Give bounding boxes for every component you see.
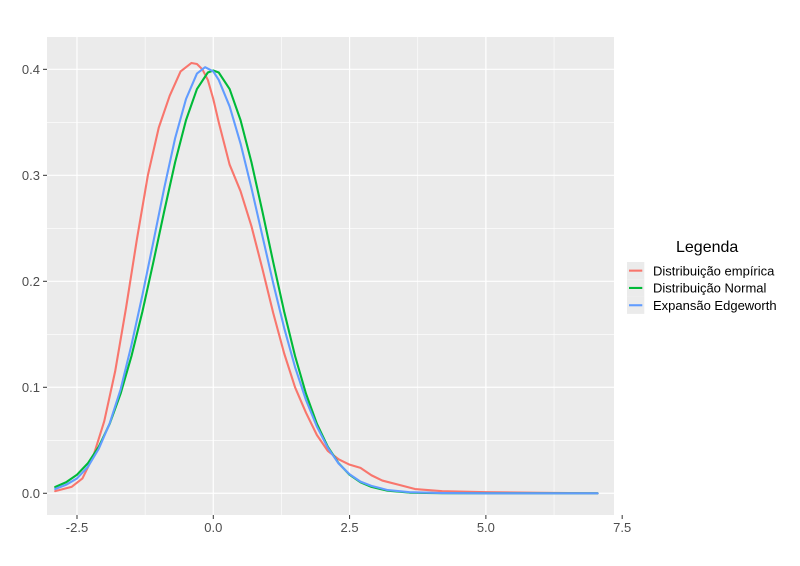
series-line-1 <box>54 61 599 495</box>
series-line-3 <box>54 66 599 495</box>
legend-label: Distribuição Normal <box>653 281 767 296</box>
y-tick-label: 0.3 <box>22 168 40 183</box>
legend-items: Distribuição empírica Distribuição Normal… <box>627 262 777 314</box>
x-tick-label: 0.0 <box>204 520 222 535</box>
y-axis: 0.0 0.1 0.2 0.3 0.4 <box>22 62 47 501</box>
x-tick-label: 5.0 <box>477 520 495 535</box>
x-tick-label: 2.5 <box>341 520 359 535</box>
x-tick-label: -2.5 <box>66 520 88 535</box>
legend: Legenda Distribuição empíricaDistribuiçã… <box>627 239 777 314</box>
series-lines <box>54 61 599 495</box>
y-tick-label: 0.2 <box>22 274 40 289</box>
x-axis: -2.5 0.0 2.5 5.0 7.5 <box>66 515 631 535</box>
legend-label: Distribuição empírica <box>653 263 775 278</box>
major-gridlines <box>47 37 623 515</box>
y-tick-label: 0.4 <box>22 62 40 77</box>
legend-label: Expansão Edgeworth <box>653 298 777 313</box>
minor-gridlines <box>47 37 614 515</box>
y-tick-label: 0.1 <box>22 380 40 395</box>
plot-panel <box>47 37 614 515</box>
y-tick-label: 0.0 <box>22 486 40 501</box>
legend-title: Legenda <box>676 239 738 256</box>
x-tick-label: 7.5 <box>613 520 631 535</box>
